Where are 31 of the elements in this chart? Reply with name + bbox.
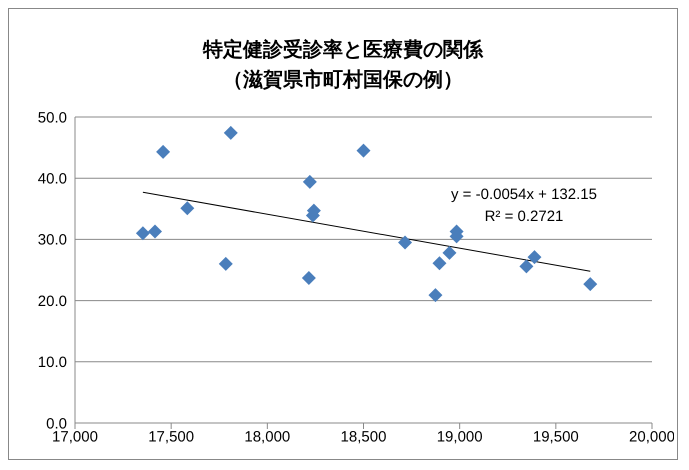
y-tick-label: 10.0 — [38, 354, 67, 372]
x-tick-label: 18,500 — [340, 428, 386, 446]
point — [398, 235, 412, 250]
y-tick-label: 20.0 — [38, 292, 67, 310]
x-tick-label: 17,500 — [148, 428, 194, 446]
point — [224, 126, 238, 140]
point — [432, 256, 446, 270]
point — [527, 250, 542, 264]
annotation: y = -0.0054x + 132.15 — [450, 185, 598, 205]
point — [356, 144, 370, 158]
point — [302, 174, 317, 189]
point — [148, 224, 162, 238]
annotation: R² = 0.2721 — [484, 207, 564, 227]
point — [302, 270, 316, 285]
x-tick-label: 18,000 — [244, 428, 290, 446]
chart-subtitle: （滋賀県市町村国保の例） — [222, 68, 464, 93]
chart-title: 特定健診受診率と医療費の関係 — [202, 38, 484, 63]
point — [428, 288, 442, 302]
point — [218, 256, 233, 271]
x-tick-label: 19,500 — [532, 428, 579, 446]
point — [442, 246, 456, 260]
x-tick-label: 20,000 — [629, 428, 675, 446]
y-tick-label: 50.0 — [38, 109, 67, 126]
point — [156, 144, 170, 159]
y-tick-label: 40.0 — [38, 170, 67, 188]
y-tick-label: 30.0 — [38, 232, 67, 249]
point — [180, 201, 194, 216]
point — [583, 277, 598, 292]
point — [519, 259, 534, 274]
point — [136, 226, 150, 240]
x-tick-label: 19,000 — [436, 428, 483, 446]
